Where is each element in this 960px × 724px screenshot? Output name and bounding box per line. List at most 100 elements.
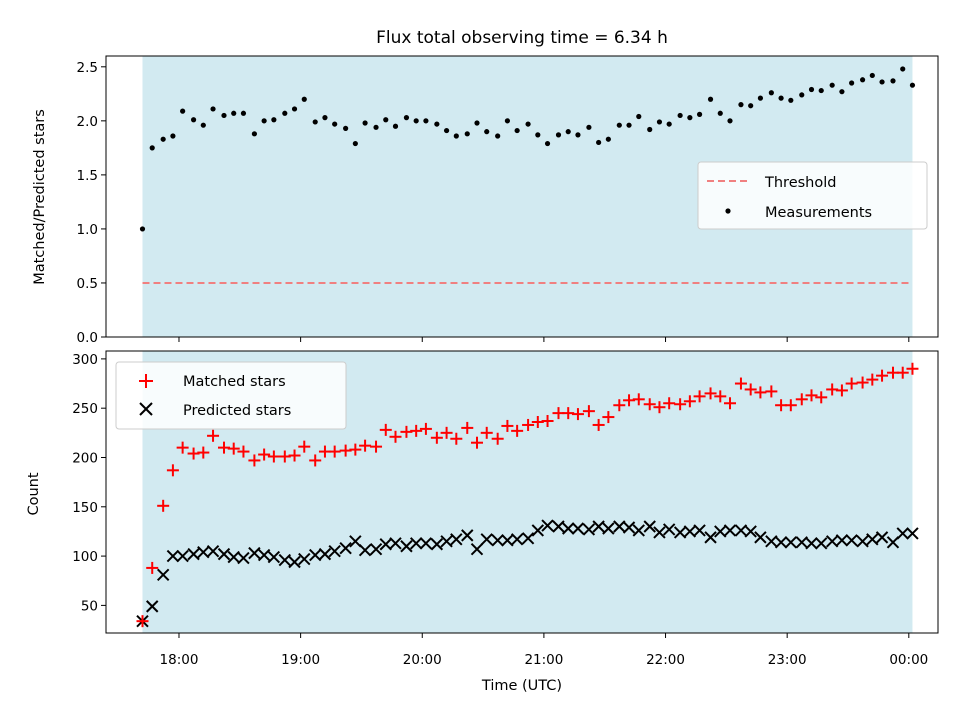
measurement-point [200,122,206,128]
measurement-point [343,125,349,132]
measurement-point [586,124,592,130]
measurement-point [190,117,197,123]
matched-star-point [896,366,909,379]
matched-star-point [370,440,383,453]
matched-star-point [876,369,889,382]
predicted-star-point [450,533,463,546]
predicted-star-point [643,520,656,533]
measurement-point [464,131,470,137]
predicted-star-point [815,537,828,550]
measurement-point [727,118,733,124]
measurement-point [210,106,216,112]
measurement-point [757,95,764,101]
measurement-point [261,118,267,124]
predicted-star-point [662,523,676,536]
predicted-star-point [318,547,332,561]
measurement-point [514,127,520,134]
measurement-point [616,122,622,128]
matched-star-point [571,408,584,421]
x-tick-label: 22:00 [646,652,685,668]
matched-star-point [389,430,402,443]
measurement-point [647,126,653,133]
predicted-star-point [328,544,341,558]
matched-star-point [724,397,736,410]
measurement-point [717,110,723,116]
measurement-point [839,89,845,95]
measurement-point [748,103,754,109]
predicted-star-point [288,555,301,569]
matched-star-point [663,397,676,410]
measurement-point [900,66,906,72]
ratio-y-axis-label: Matched/Predicted stars [32,109,48,285]
predicted-star-point [856,535,869,548]
matched-star-point [248,454,261,467]
predicted-star-point [339,541,352,555]
count-y-tick-label: 150 [72,500,98,516]
measurement-point [352,140,358,147]
x-tick-label: 00:00 [889,652,928,668]
predicted-star-point [298,552,311,566]
predicted-star-point [541,519,554,532]
matched-star-point [845,377,858,390]
measurement-point [139,226,146,232]
predicted-star-point [267,550,281,564]
matched-star-point [795,393,808,406]
measurement-point [362,120,368,126]
measurement-point [656,119,663,125]
measurement-point [251,131,257,137]
matched-star-point [815,391,828,404]
predicted-star-point [531,524,545,537]
measurement-point [696,111,703,117]
measurement-point [626,122,632,128]
measurement-point [392,123,399,129]
matched-star-point [136,615,149,628]
measurement-point [788,97,794,103]
measurement-point [495,133,501,139]
measurement-point [890,78,896,84]
matched-star-point [835,384,848,397]
predicted-star-point [419,537,433,550]
matched-star-point [683,395,696,408]
ratio-y-axis: 0.0 0.5 1.0 1.5 2.0 2.5 [77,60,106,346]
matched-star-point [480,426,493,439]
matched-star-point [258,448,271,461]
matched-star-point [491,432,504,445]
measurement-point [849,80,855,86]
predicted-star-point [582,523,596,536]
ratio-panel: 0.0 0.5 1.0 1.5 2.0 2.5 Matched/Predicted sta… [32,55,939,346]
measurement-point [240,110,247,116]
ratio-panel-frame [105,55,939,338]
predicted-star-point [653,526,666,539]
measurement-point [666,121,672,127]
predicted-star-point [409,537,423,550]
measurement-point [636,113,642,120]
x-tick-label: 20:00 [403,652,442,668]
measurement-points [139,66,916,232]
matched-star-point [288,449,301,462]
count-y-tick-label: 50 [81,598,98,614]
measurement-point [149,145,155,151]
measurement-point [484,129,490,135]
predicted-star-point [723,524,737,537]
predicted-star-point [461,529,474,542]
matched-star-point [613,399,626,412]
matched-star-point [430,431,443,444]
measurement-point [575,132,581,138]
legend-matched-swatch [139,374,153,388]
ratio-y-tick-label: 1.0 [77,222,98,238]
matched-star-point [501,419,514,432]
legend-measurements-label: Measurements [765,205,872,221]
matched-star-point [693,390,706,403]
measurement-point [829,82,835,88]
count-legend: Matched stars Predicted stars [115,361,347,430]
legend-threshold-label: Threshold [764,175,836,191]
matched-star-point [592,418,605,431]
predicted-star-point [248,546,261,560]
matched-star-point [632,393,645,406]
matched-star-point [267,450,280,463]
count-y-axis: 50 100 150 200 250 300 [72,352,106,614]
predicted-star-point [470,542,484,556]
measurement-point [291,106,298,112]
predicted-star-point [217,547,231,561]
